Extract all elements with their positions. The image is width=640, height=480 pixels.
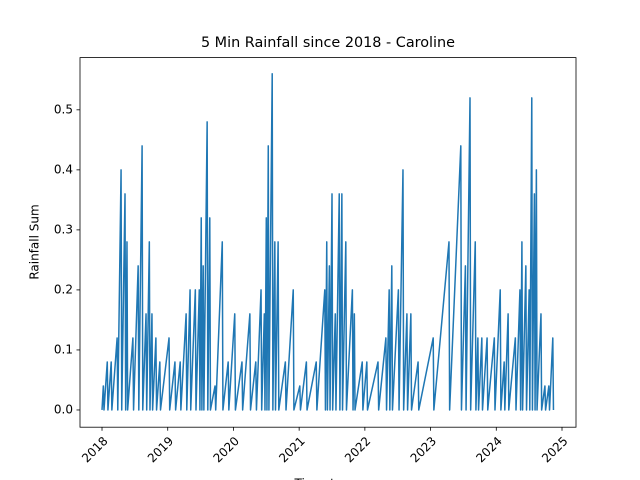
plot-frame xyxy=(79,57,577,428)
rainfall-line xyxy=(101,73,555,411)
y-tick-label: 0.1 xyxy=(54,342,73,356)
y-tick-label: 0.0 xyxy=(54,402,73,416)
y-tick-label: 0.2 xyxy=(54,282,73,296)
y-tick-label: 0.4 xyxy=(54,162,73,176)
y-axis-label: Rainfall Sum xyxy=(28,204,42,279)
y-tick-label: 0.5 xyxy=(54,102,73,116)
y-tick-label: 0.3 xyxy=(54,222,73,236)
x-axis-label: Timestamp xyxy=(294,477,362,480)
chart-title: 5 Min Rainfall since 2018 - Caroline xyxy=(201,35,455,51)
